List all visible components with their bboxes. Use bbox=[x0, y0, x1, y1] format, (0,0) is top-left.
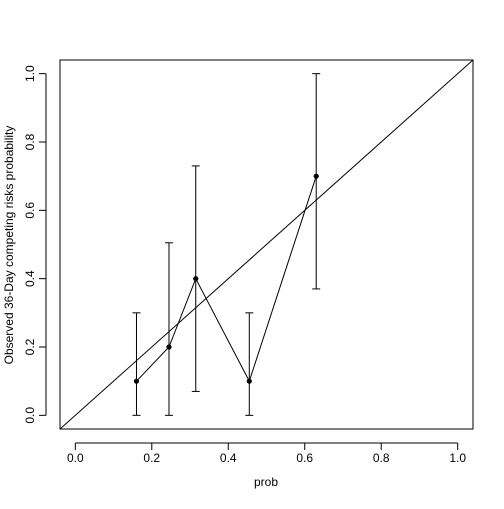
reference-line bbox=[60, 60, 473, 429]
x-tick-label: 0.4 bbox=[220, 451, 237, 465]
data-point bbox=[133, 378, 140, 384]
data-point bbox=[246, 378, 252, 384]
x-tick-label: 0.0 bbox=[67, 451, 84, 465]
x-tick-label: 0.2 bbox=[143, 451, 160, 465]
y-tick-label: 0.8 bbox=[23, 133, 37, 150]
x-axis-label: prob bbox=[254, 475, 278, 489]
data-point bbox=[193, 276, 199, 282]
y-tick-label: 1.0 bbox=[23, 65, 37, 82]
data-point bbox=[166, 344, 172, 350]
x-tick-label: 1.0 bbox=[449, 451, 466, 465]
data-point bbox=[313, 173, 319, 179]
y-tick-label: 0.4 bbox=[23, 270, 37, 287]
y-tick-label: 0.0 bbox=[23, 407, 37, 424]
connecting-line bbox=[136, 176, 317, 383]
x-tick-label: 0.6 bbox=[296, 451, 313, 465]
x-tick-label: 0.8 bbox=[373, 451, 390, 465]
y-axis-label: Observed 36-Day competing risks probabil… bbox=[2, 126, 16, 365]
plot-frame bbox=[59, 59, 474, 430]
y-tick-label: 0.2 bbox=[23, 338, 37, 355]
y-tick-label: 0.6 bbox=[23, 202, 37, 219]
